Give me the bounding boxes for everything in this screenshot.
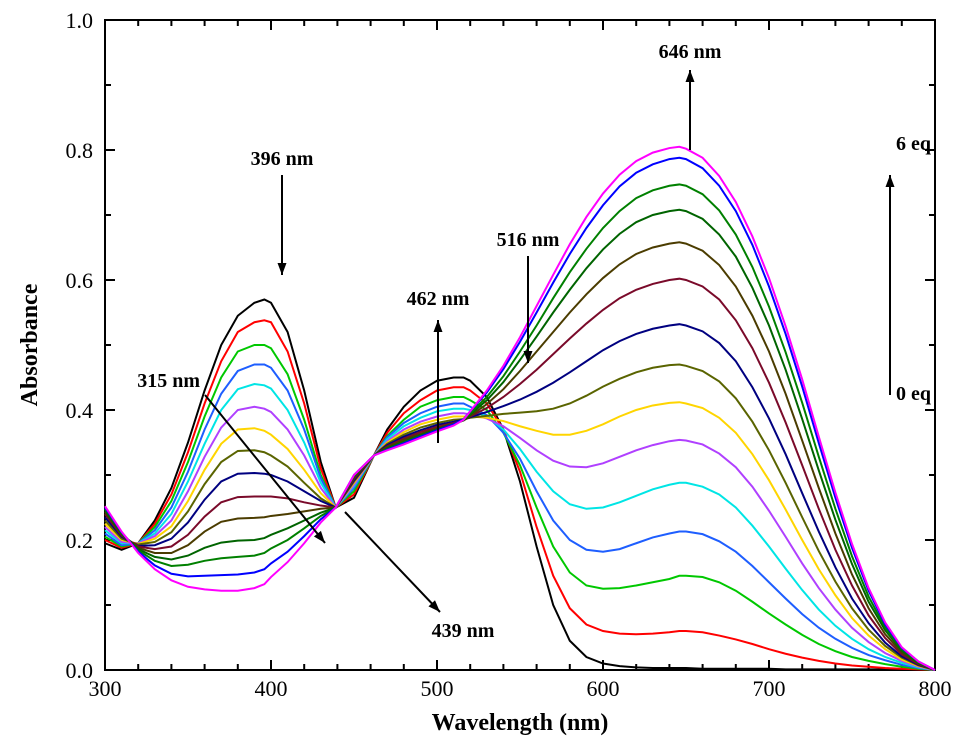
annotation-r0: 0 eq <box>896 383 931 405</box>
annotation-a462: 462 nm <box>407 288 470 310</box>
chart-container: 300 400 500 600 700 800 0.0 0.2 0.4 0.6 0.8 1.0 Wave… <box>0 0 980 741</box>
annotation-a439: 439 nm <box>432 620 495 642</box>
y-tick-label: 0.0 <box>66 658 94 683</box>
annotation-r6: 6 eq <box>896 133 931 155</box>
x-tick-label: 400 <box>255 676 288 701</box>
series-line <box>105 320 935 670</box>
y-axis-title: Absorbance <box>17 283 43 406</box>
x-tick-label: 600 <box>587 676 620 701</box>
spectrum-chart: 300 400 500 600 700 800 0.0 0.2 0.4 0.6 0.8 1.0 Wave… <box>0 0 980 741</box>
y-tick-label: 0.6 <box>66 268 94 293</box>
series-line <box>105 324 935 670</box>
x-tick-label: 300 <box>89 676 122 701</box>
annotation-a315: 315 nm <box>137 370 200 392</box>
y-tick-label: 1.0 <box>66 8 94 33</box>
x-axis-title: Wavelength (nm) <box>432 710 609 736</box>
x-tick-label: 500 <box>421 676 454 701</box>
y-tick-label: 0.2 <box>66 528 94 553</box>
y-tick-label: 0.4 <box>66 398 94 423</box>
series-line <box>105 147 935 670</box>
y-tick-label: 0.8 <box>66 138 94 163</box>
annotation-a646: 646 nm <box>659 41 722 63</box>
annotation-a396: 396 nm <box>251 148 314 170</box>
annotation-a516: 516 nm <box>497 229 560 251</box>
x-tick-label: 800 <box>919 676 952 701</box>
x-tick-label: 700 <box>753 676 786 701</box>
